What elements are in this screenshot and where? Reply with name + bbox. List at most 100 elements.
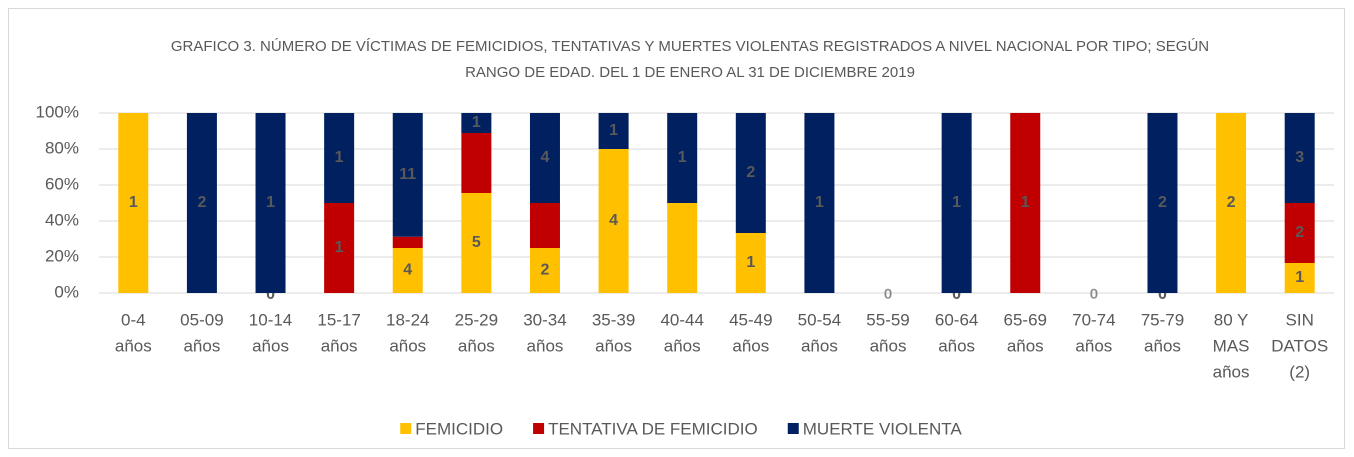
bar-segment [529, 113, 560, 203]
bar-segment [392, 236, 423, 248]
legend-label: FEMICIDIO [415, 419, 503, 438]
x-tick-label: 30-34 [523, 310, 566, 329]
x-tick-label: años [458, 336, 495, 355]
data-label: 0 [1158, 286, 1167, 303]
legend-label: MUERTE VIOLENTA [803, 419, 963, 438]
data-label: 2 [1295, 224, 1304, 241]
bar-segment [735, 113, 766, 233]
bar-segment [392, 248, 423, 293]
data-label: 1 [952, 194, 961, 211]
x-tick-label: 40-44 [660, 310, 703, 329]
x-tick-label: años [664, 336, 701, 355]
data-label: 11 [399, 166, 416, 183]
data-label: 2 [541, 262, 550, 279]
data-label: 1 [266, 194, 275, 211]
y-tick-label: 0% [54, 282, 79, 301]
bar-segment [255, 113, 286, 293]
bar-segment [461, 113, 492, 133]
bar-segment [1147, 113, 1178, 293]
x-tick-label: años [115, 336, 152, 355]
data-label: 1 [472, 114, 481, 131]
bar-segment [941, 113, 972, 293]
bar-segment [1010, 113, 1041, 293]
data-label: 4 [403, 262, 412, 279]
x-tick-label: años [1007, 336, 1044, 355]
bar-segment [461, 193, 492, 293]
data-label: 1 [1021, 194, 1030, 211]
data-label: 4 [609, 212, 618, 229]
data-label: 3 [1295, 149, 1304, 166]
y-tick-label: 80% [45, 138, 79, 157]
data-label: 0 [1090, 286, 1098, 302]
x-tick-label: años [1144, 336, 1181, 355]
bar-segment [324, 203, 355, 293]
bar-segment [1284, 113, 1315, 203]
x-tick-label: DATOS [1271, 336, 1328, 355]
x-tick-label: 55-59 [866, 310, 909, 329]
chart-frame [8, 8, 1345, 449]
x-tick-label: 15-17 [317, 310, 360, 329]
x-tick-label: 45-49 [729, 310, 772, 329]
data-label: 2 [197, 194, 206, 211]
x-tick-label: (2) [1289, 362, 1310, 381]
x-tick-label: años [527, 336, 564, 355]
y-tick-label: 60% [45, 174, 79, 193]
data-label: 1 [609, 122, 618, 139]
x-tick-label: 65-69 [1004, 310, 1047, 329]
data-label: 1 [746, 254, 755, 271]
x-tick-label: 10-14 [249, 310, 292, 329]
bar-segment [461, 133, 492, 193]
data-label: 4 [541, 149, 550, 166]
bar-segment [667, 113, 698, 203]
x-tick-label: años [801, 336, 838, 355]
data-label: 2 [1158, 194, 1167, 211]
bar-segment [735, 233, 766, 293]
x-tick-label: años [870, 336, 907, 355]
data-label: 0 [884, 286, 892, 302]
x-tick-label: 80 Y [1214, 310, 1249, 329]
x-tick-label: SIN [1286, 310, 1314, 329]
x-tick-label: años [1075, 336, 1112, 355]
legend-label: TENTATIVA DE FEMICIDIO [548, 419, 758, 438]
bar-segment [529, 203, 560, 248]
bar-segment [1216, 113, 1247, 293]
x-tick-label: 35-39 [592, 310, 635, 329]
x-tick-label: años [252, 336, 289, 355]
x-tick-label: años [321, 336, 358, 355]
y-tick-label: 40% [45, 210, 79, 229]
bar-segment [186, 113, 217, 293]
data-label: 0 [952, 286, 961, 303]
bar-segment [1284, 203, 1315, 263]
legend-swatch [533, 423, 545, 434]
y-tick-label: 20% [45, 246, 79, 265]
x-tick-label: años [389, 336, 426, 355]
data-label: 1 [335, 239, 344, 256]
x-tick-label: 60-64 [935, 310, 978, 329]
bar-segment [1284, 263, 1315, 293]
x-tick-label: años [183, 336, 220, 355]
data-label: 2 [1227, 194, 1236, 211]
bar-segment [324, 113, 355, 203]
x-tick-label: 0-4 [121, 310, 146, 329]
bar-segment [392, 113, 423, 237]
bar-segment [804, 113, 835, 293]
chart-title: GRAFICO 3. NÚMERO DE VÍCTIMAS DE FEMICID… [170, 38, 1210, 81]
x-tick-label: años [938, 336, 975, 355]
bar-segment [529, 248, 560, 293]
data-label: 1 [335, 149, 344, 166]
x-tick-label: 25-29 [455, 310, 498, 329]
x-tick-label: 75-79 [1141, 310, 1184, 329]
bar-segment [598, 149, 629, 293]
x-tick-label: 50-54 [798, 310, 841, 329]
x-tick-label: años [1213, 362, 1250, 381]
bar-segment [118, 113, 149, 293]
x-tick-label: años [732, 336, 769, 355]
data-label: 0 [266, 286, 275, 303]
x-tick-label: 18-24 [386, 310, 429, 329]
x-tick-label: 05-09 [180, 310, 223, 329]
data-label: 1 [129, 194, 138, 211]
y-tick-label: 100% [36, 102, 79, 121]
x-tick-label: años [595, 336, 632, 355]
data-label: 5 [472, 234, 481, 251]
